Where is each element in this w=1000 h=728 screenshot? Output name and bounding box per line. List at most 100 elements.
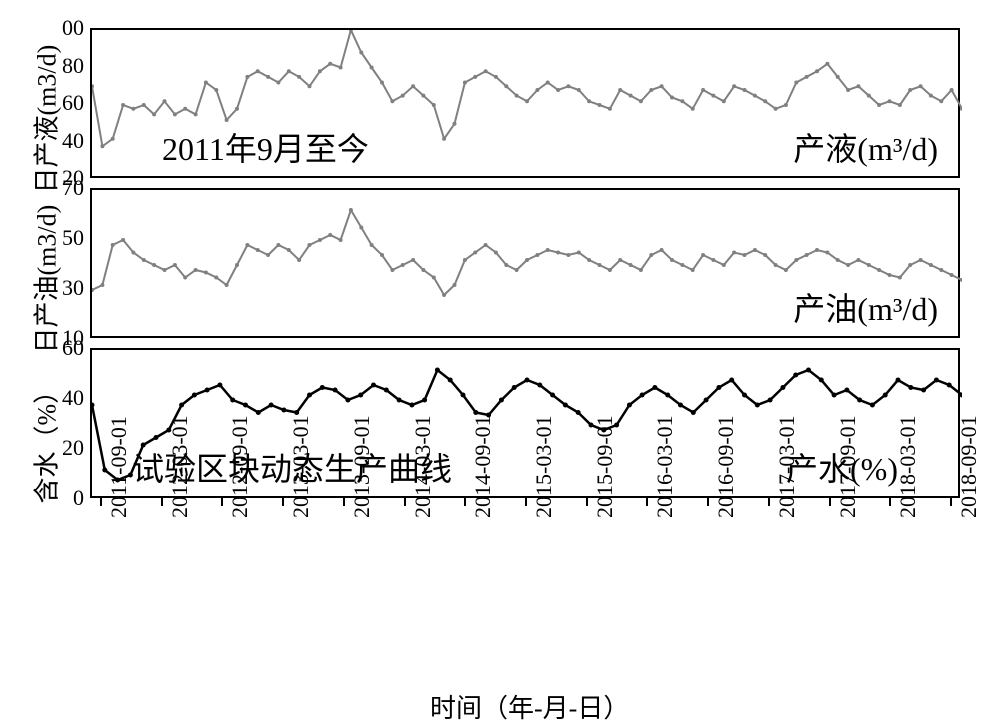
series-marker [194,268,198,272]
series-marker [939,99,943,103]
series-marker [784,103,788,107]
series-marker [484,243,488,247]
series-marker [276,81,280,85]
x-tick-label: 2012-09-01 [227,415,253,518]
series-marker [598,103,602,107]
series-marker [499,398,504,403]
series-marker [256,69,260,73]
series-marker [774,107,778,111]
series-marker [359,226,363,230]
series-marker [442,293,446,297]
series-marker [463,81,467,85]
series-marker [409,403,414,408]
series-marker [546,248,550,252]
series-marker [755,403,760,408]
series-marker [836,75,840,79]
series-marker [217,383,222,388]
x-tick-mark [464,498,466,506]
series-marker [183,276,187,280]
series-marker [225,118,229,122]
series-marker [670,258,674,262]
series-marker [846,88,850,92]
series-marker [701,253,705,257]
series-marker [494,251,498,255]
series-marker [525,378,530,383]
series-marker [266,253,270,257]
series-marker [898,276,902,280]
series-marker [566,253,570,257]
series-marker [670,96,674,100]
series-marker [660,84,664,88]
annotation-liquid-label: 产液(m³/d) [793,124,938,170]
series-marker [805,75,809,79]
series-marker [947,383,952,388]
series-marker [652,385,657,390]
series-marker [225,283,229,287]
series-marker [867,94,871,98]
series-marker [883,393,888,398]
x-tick-mark [282,498,284,506]
x-tick-label: 2016-03-01 [652,415,678,518]
series-marker [729,378,734,383]
series-marker [183,107,187,111]
x-tick-mark [525,498,527,506]
series-marker [205,388,210,393]
series-marker [649,88,653,92]
series-marker [649,253,653,257]
series-marker [245,243,249,247]
series-marker [142,258,146,262]
series-marker [269,403,274,408]
series-marker [743,253,747,257]
series-marker [722,99,726,103]
x-tick-label: 2016-09-01 [713,415,739,518]
series-marker [370,66,374,70]
series-marker [627,403,632,408]
series-marker [939,268,943,272]
series-marker [163,268,167,272]
series-marker [704,398,709,403]
series-marker [92,84,94,88]
series-marker [442,137,446,141]
annotation-date-range: 2011年9月至今 [162,124,369,170]
x-tick-mark [707,498,709,506]
series-marker [535,88,539,92]
series-marker [328,62,332,66]
x-tick-mark [889,498,891,506]
series-marker [92,403,95,408]
series-marker [774,263,778,267]
series-marker [806,368,811,373]
series-marker [660,248,664,252]
series-marker [691,107,695,111]
series-marker [815,69,819,73]
series-marker [691,410,696,415]
series-marker [276,243,280,247]
series-marker [793,373,798,378]
series-marker [453,283,457,287]
series-marker [608,268,612,272]
x-tick-label: 2013-03-01 [288,415,314,518]
x-tick-mark [829,498,831,506]
series-marker [297,258,301,262]
series-marker [639,99,643,103]
x-tick-mark [404,498,406,506]
series-marker [287,248,291,252]
series-marker [629,263,633,267]
series-marker [214,276,218,280]
series-marker [435,368,440,373]
series-marker [358,393,363,398]
y-tick-label: 30 [34,275,84,301]
series-marker [384,388,389,393]
series-marker [349,208,353,212]
series-marker [461,393,466,398]
series-marker [411,258,415,262]
series-marker [333,388,338,393]
series-marker [432,276,436,280]
series-marker [566,84,570,88]
series-marker [950,273,954,277]
series-marker [819,378,824,383]
x-tick-label: 2018-09-01 [956,415,982,518]
series-marker [390,268,394,272]
series-marker [204,271,208,275]
x-tick-mark [586,498,588,506]
series-marker [877,103,881,107]
